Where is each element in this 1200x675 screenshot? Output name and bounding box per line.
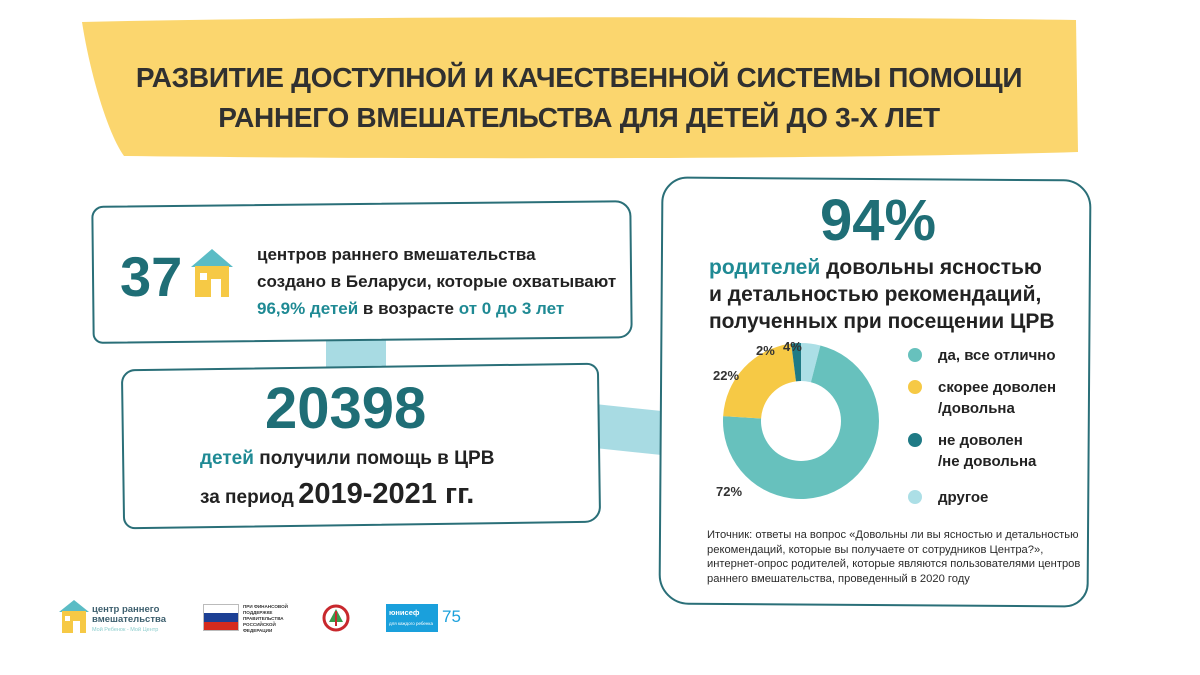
survey-line-1-rest: довольны ясностью [826, 256, 1042, 279]
legend-dot [908, 490, 922, 504]
pct-label-2: 2% [756, 343, 775, 358]
center-logo-name: центр раннего вмешательства [92, 604, 166, 625]
legend-dot [908, 348, 922, 362]
unicef-logo: юнисеф для каждого ребенка 75 [386, 604, 462, 632]
donut-chart [723, 343, 879, 499]
unicef-75: 75 [442, 607, 461, 626]
legend-item-rather-satisfied: скорее доволен /довольна [908, 377, 1056, 419]
legend-dot [908, 380, 922, 394]
center-logo-tagline: Мой Ребенок - Мой Центр [92, 627, 159, 633]
house-icon [191, 249, 233, 297]
legend-label: не доволен /не довольна [938, 430, 1036, 472]
unicef-name: юнисеф [389, 608, 420, 617]
title-line-2: РАННЕГО ВМЕШАТЕЛЬСТВА ДЛЯ ДЕТЕЙ ДО 3-Х Л… [218, 102, 940, 133]
parents-word: родителей [709, 256, 821, 279]
legend-text: другое [938, 489, 989, 506]
centers-count: 37 [120, 245, 183, 308]
centers-line-3: 96,9% детей в возрасте от 0 до 3 лет [257, 295, 627, 322]
medical-emblem-icon [322, 604, 350, 632]
legend-label: другое [938, 487, 988, 508]
centers-line-1: центров раннего вмешательства [257, 245, 536, 264]
age-range: от 0 до 3 лет [458, 299, 565, 318]
period-label: за период [200, 487, 294, 508]
banner-shape [82, 17, 1078, 159]
legend-item-not-satisfied: не доволен /не довольна [908, 430, 1036, 472]
legend-text: /довольна [938, 400, 1015, 417]
legend-text: да, все отлично [938, 347, 1056, 364]
period-value: 2019-2021 гг. [298, 478, 475, 510]
children-count: 20398 [265, 376, 427, 441]
russian-gov-text: при финансовой поддержке правительства р… [243, 604, 288, 633]
pct-label-22: 22% [713, 368, 740, 383]
legend-dot [908, 433, 922, 447]
period-line: за период 2019-2021 гг. [200, 478, 474, 511]
centers-description: центров раннего вмешательства создано в … [257, 241, 627, 322]
donut-slice-2pct [791, 343, 801, 382]
unicef-sub: для каждого ребенка [389, 621, 433, 626]
source-note: Иточник: ответы на вопрос «Довольны ли в… [707, 529, 1081, 585]
donut-slice-4pct [801, 343, 821, 383]
title-line-1: РАЗВИТИЕ ДОСТУПНОЙ И КАЧЕСТВЕННОЙ СИСТЕМ… [135, 62, 1023, 93]
legend-text: /не довольна [938, 453, 1037, 470]
pct-label-4: 4% [783, 339, 802, 354]
legend-text: скорее доволен [938, 379, 1057, 396]
donut-slice-22pct [723, 343, 796, 419]
donut-slice-72pct [723, 345, 879, 499]
survey-percent: 94% [820, 188, 937, 253]
children-word: детей [200, 448, 254, 469]
legend-item-other: другое [908, 487, 988, 508]
pct-label-72: 72% [716, 484, 743, 499]
children-help-line: детей получили помощь в ЦРВ [200, 446, 494, 472]
unicef-box: юнисеф для каждого ребенка [386, 604, 438, 632]
survey-line-2: и детальностью рекомендаций, [709, 283, 1042, 306]
legend-text: не доволен [938, 432, 1023, 449]
legend-item-excellent: да, все отлично [908, 345, 1056, 366]
coverage-percent: 96,9% детей [257, 299, 359, 318]
header-banner: РАЗВИТИЕ ДОСТУПНОЙ И КАЧЕСТВЕННОЙ СИСТЕМ… [78, 14, 1080, 160]
survey-description: родителей довольны ясностью и детальност… [709, 254, 1079, 335]
page-title: РАЗВИТИЕ ДОСТУПНОЙ И КАЧЕСТВЕННОЙ СИСТЕМ… [78, 58, 1080, 138]
russian-flag-icon [203, 604, 239, 631]
legend-label: да, все отлично [938, 345, 1056, 366]
russian-gov-logo: при финансовой поддержке правительства р… [203, 604, 293, 634]
legend-label: скорее доволен /довольна [938, 377, 1056, 419]
center-logo: центр раннего вмешательства Мой Ребенок … [58, 598, 178, 638]
center-house-icon [59, 600, 89, 633]
got-help-text: получили помощь в ЦРВ [259, 448, 495, 469]
survey-line-1: родителей довольны ясностью [709, 254, 1079, 281]
survey-line-3: полученных при посещении ЦРВ [709, 310, 1055, 333]
age-prefix: в возрасте [362, 299, 455, 318]
centers-line-2: создано в Беларуси, которые охватывают [257, 272, 617, 291]
